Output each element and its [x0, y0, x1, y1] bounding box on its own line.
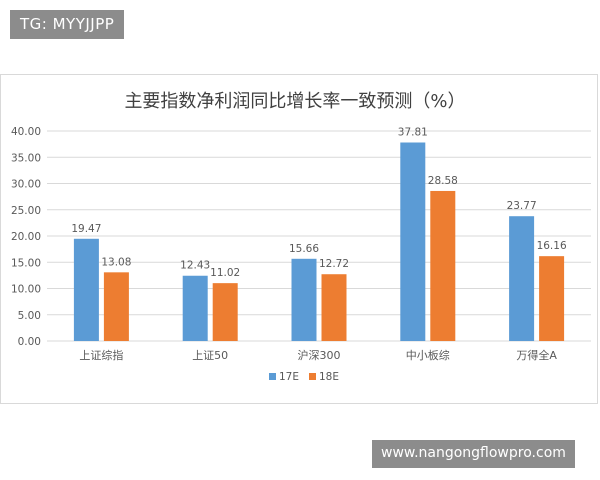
bar-17E-2: [291, 258, 317, 341]
y-axis-ticks: 0.00 5.00 10.00 15.00 20.00 25.00 30.00 35.00 40…: [11, 126, 41, 348]
y-tick-label: 5.00: [18, 310, 41, 322]
x-tick-label: 沪深300: [298, 348, 341, 362]
y-tick-label: 0.00: [18, 336, 41, 348]
watermark-top-left: TG: MYYJJPP: [10, 10, 125, 39]
y-tick-label: 40.00: [11, 126, 41, 138]
y-tick-label: 10.00: [11, 284, 41, 296]
data-label: 23.77: [507, 200, 537, 212]
bar-18E-3: [430, 190, 456, 341]
y-tick-label: 35.00: [11, 152, 41, 164]
bar-18E-0: [103, 272, 129, 341]
bar-18E-1: [212, 283, 238, 341]
data-label: 15.66: [289, 243, 319, 255]
bar-chart: 主要指数净利润同比增长率一致预测（%） 0.00 5.00 10.00 15.00 20…: [11, 91, 591, 383]
legend: 17E 18E: [269, 371, 339, 383]
watermark-bottom-right: www.nangongflowpro.com: [372, 440, 575, 468]
x-tick-label: 上证综指: [79, 348, 123, 362]
bar-17E-4: [509, 216, 535, 341]
data-label: 16.16: [537, 240, 567, 252]
y-tick-label: 25.00: [11, 205, 41, 217]
data-label: 12.72: [319, 258, 349, 270]
x-tick-label: 上证50: [192, 349, 228, 362]
gridlines: [47, 130, 591, 342]
legend-label-17E: 17E: [279, 371, 299, 383]
data-label: 13.08: [101, 256, 131, 268]
data-label: 12.43: [180, 260, 210, 272]
bar-17E-1: [182, 275, 208, 341]
chart-title: 主要指数净利润同比增长率一致预测（%）: [124, 91, 465, 112]
bar-17E-3: [400, 142, 426, 341]
data-label: 19.47: [71, 223, 101, 235]
x-axis-ticks: 上证综指 上证50 沪深300 中小板综 万得全A: [79, 348, 557, 362]
bars: [73, 142, 565, 341]
data-label: 37.81: [398, 126, 428, 138]
bar-18E-4: [539, 256, 565, 341]
data-label: 28.58: [428, 175, 458, 187]
x-tick-label: 万得全A: [516, 348, 557, 362]
y-tick-label: 30.00: [11, 179, 41, 191]
x-tick-label: 中小板综: [406, 348, 450, 362]
legend-swatch-17E: [269, 373, 276, 380]
y-tick-label: 15.00: [11, 257, 41, 269]
bar-18E-2: [321, 274, 347, 341]
legend-label-18E: 18E: [319, 371, 339, 383]
legend-swatch-18E: [309, 373, 316, 380]
y-tick-label: 20.00: [11, 231, 41, 243]
bar-17E-0: [73, 238, 99, 341]
chart-frame: 主要指数净利润同比增长率一致预测（%） 0.00 5.00 10.00 15.00 20…: [0, 74, 598, 404]
data-label: 11.02: [210, 267, 240, 279]
